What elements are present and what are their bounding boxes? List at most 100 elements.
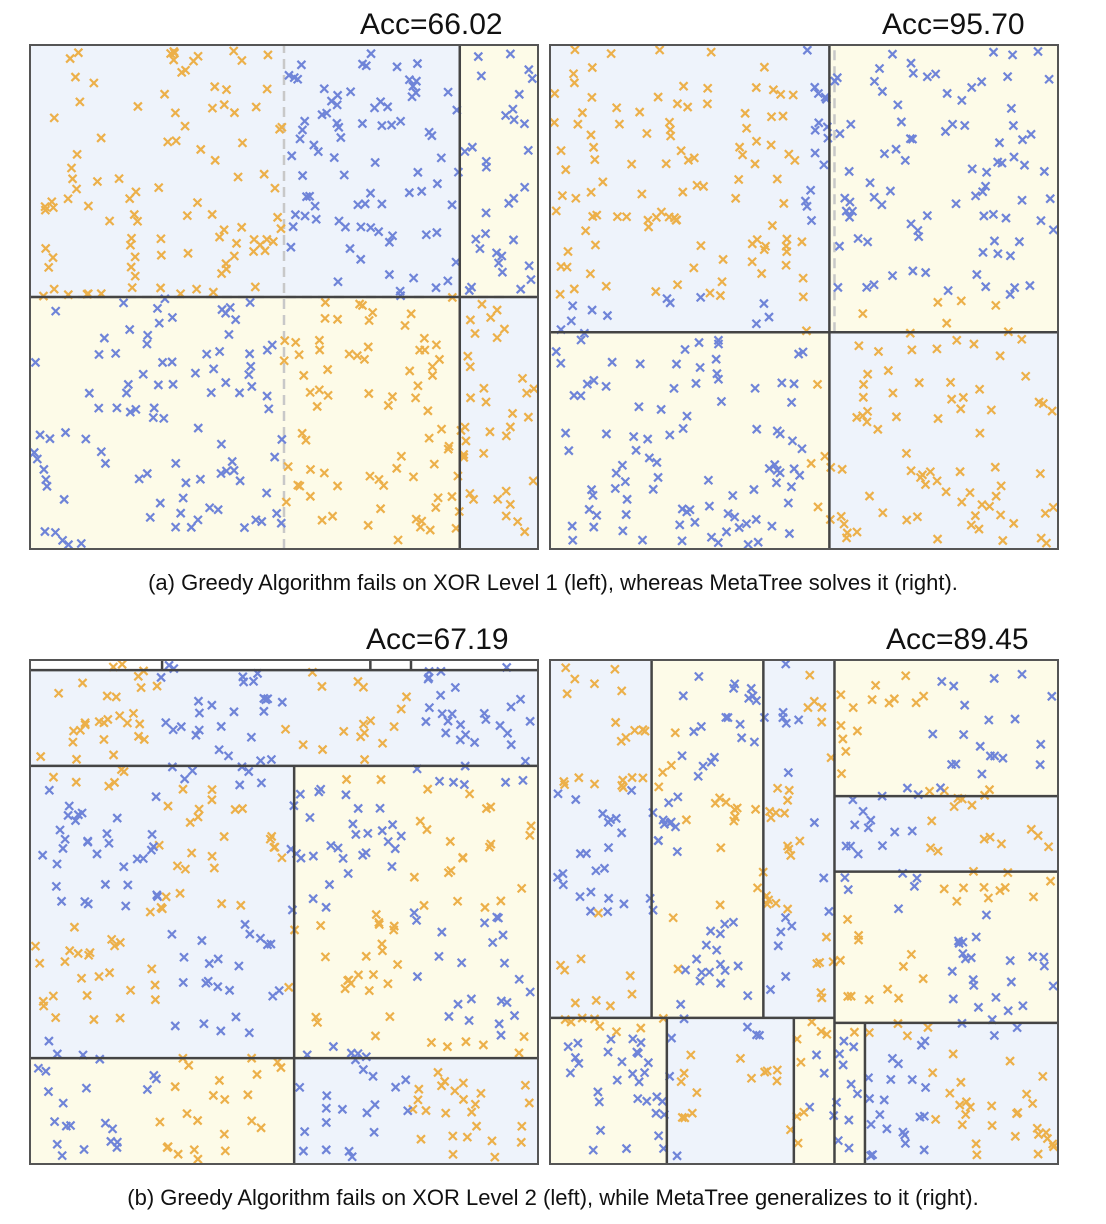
data-point-orange [207, 795, 217, 805]
data-point-blue [967, 164, 977, 174]
data-point-orange [521, 388, 532, 398]
data-point-blue [576, 390, 586, 401]
data-point-orange [1011, 1108, 1022, 1119]
data-point-orange [1038, 398, 1049, 409]
data-point-blue [764, 463, 775, 474]
data-point-blue [244, 349, 255, 359]
data-point-blue [865, 177, 875, 188]
data-point-blue [886, 1074, 896, 1085]
data-point-blue [99, 333, 110, 343]
data-point-blue [751, 695, 762, 706]
data-point-orange [979, 834, 989, 844]
data-point-orange [156, 902, 166, 913]
data-point-blue [329, 152, 340, 163]
data-point-orange [415, 816, 426, 826]
data-point-blue [191, 730, 201, 740]
data-point-blue [657, 1096, 668, 1107]
data-point-blue [689, 726, 699, 737]
data-point-orange [419, 900, 429, 911]
data-point-orange [114, 710, 125, 721]
data-point-orange [525, 830, 535, 841]
data-point-blue [276, 518, 287, 528]
data-point-blue [947, 966, 958, 977]
data-point-blue [514, 974, 524, 985]
data-point-orange [231, 238, 242, 249]
caption-b: (b) Greedy Algorithm fails on XOR Level … [127, 1185, 979, 1210]
data-point-orange [70, 72, 81, 82]
data-point-blue [145, 512, 156, 523]
data-point-orange [162, 1142, 172, 1153]
data-point-orange [858, 308, 868, 319]
data-point-blue [576, 335, 586, 345]
data-point-orange [377, 738, 388, 749]
data-point-orange [404, 366, 415, 376]
data-point-blue [806, 215, 817, 226]
data-point-orange [837, 464, 847, 475]
data-point-orange [221, 258, 231, 269]
data-point-blue [497, 251, 507, 261]
data-point-blue [659, 819, 670, 829]
data-point-orange [562, 689, 572, 699]
data-point-blue [319, 83, 330, 94]
data-point-orange [589, 678, 600, 689]
data-point-orange [949, 801, 959, 812]
data-point-blue [698, 761, 708, 771]
data-point-blue [496, 1030, 506, 1040]
data-point-orange [422, 784, 433, 794]
data-point-blue [980, 181, 991, 192]
data-point-orange [392, 959, 403, 970]
data-point-blue [179, 952, 189, 963]
data-point-blue [363, 828, 373, 839]
data-point-orange [419, 333, 430, 344]
data-point-blue [631, 445, 641, 456]
data-point-blue [913, 225, 923, 236]
data-point-blue [195, 474, 206, 485]
data-point-blue [263, 404, 274, 414]
data-point-blue [678, 691, 689, 701]
data-point-orange [89, 1014, 99, 1025]
data-point-blue [286, 242, 296, 252]
data-point-blue [338, 853, 348, 864]
data-point-blue [255, 933, 266, 944]
data-point-orange [359, 354, 370, 365]
data-point-orange [111, 692, 122, 702]
data-point-blue [134, 474, 144, 484]
data-point-blue [920, 1082, 931, 1093]
data-point-blue [971, 932, 981, 942]
data-point-blue [527, 73, 538, 84]
panel-a-right-title: Acc=95.70 [882, 8, 1025, 41]
data-point-blue [636, 1037, 646, 1048]
data-point-blue [813, 118, 824, 128]
data-point-blue [1010, 714, 1020, 724]
data-point-orange [766, 111, 777, 122]
data-point-orange [906, 949, 917, 960]
data-point-orange [442, 1041, 453, 1052]
data-point-orange [519, 1031, 529, 1042]
data-point-orange [1043, 841, 1054, 852]
data-point-orange [925, 843, 936, 853]
data-point-orange [195, 144, 206, 155]
data-point-blue [919, 1111, 930, 1121]
data-point-blue [304, 191, 315, 202]
data-point-orange [974, 524, 984, 534]
data-point-blue [213, 954, 223, 964]
data-point-blue [570, 1052, 581, 1063]
data-point-orange [423, 406, 433, 416]
data-point-orange [170, 1081, 180, 1092]
data-point-orange [168, 55, 179, 65]
data-point-orange [643, 215, 653, 225]
data-point-orange [163, 801, 173, 811]
data-point-blue [874, 63, 885, 74]
data-point-blue [721, 712, 731, 723]
data-point-blue [648, 484, 658, 495]
data-point-blue [809, 82, 820, 93]
data-point-blue [669, 383, 679, 394]
data-point-orange [367, 307, 378, 318]
data-point-blue [234, 780, 245, 790]
data-point-blue [358, 1064, 369, 1075]
data-point-blue [32, 454, 43, 464]
data-point-blue [50, 306, 61, 316]
data-point-orange [305, 387, 315, 398]
data-point-blue [677, 504, 688, 514]
data-point-orange [911, 697, 921, 708]
